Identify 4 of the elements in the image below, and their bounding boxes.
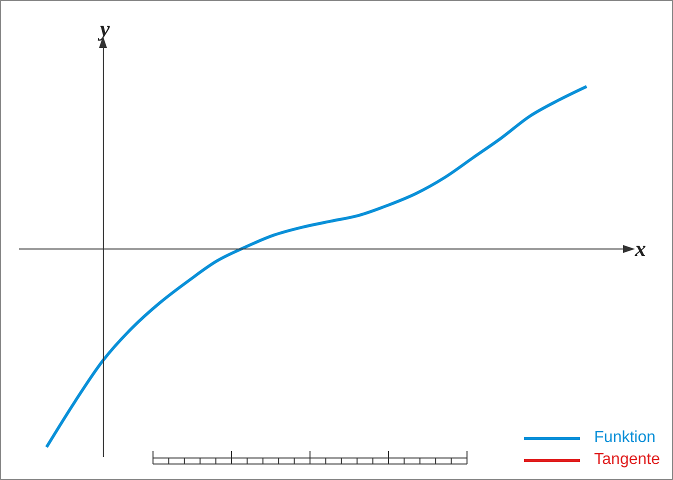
x-axis-title: x — [634, 236, 646, 261]
y-axis-title: y — [97, 16, 110, 41]
legend-label: Funktion — [594, 429, 656, 447]
legend-label: Tangente — [594, 451, 660, 469]
